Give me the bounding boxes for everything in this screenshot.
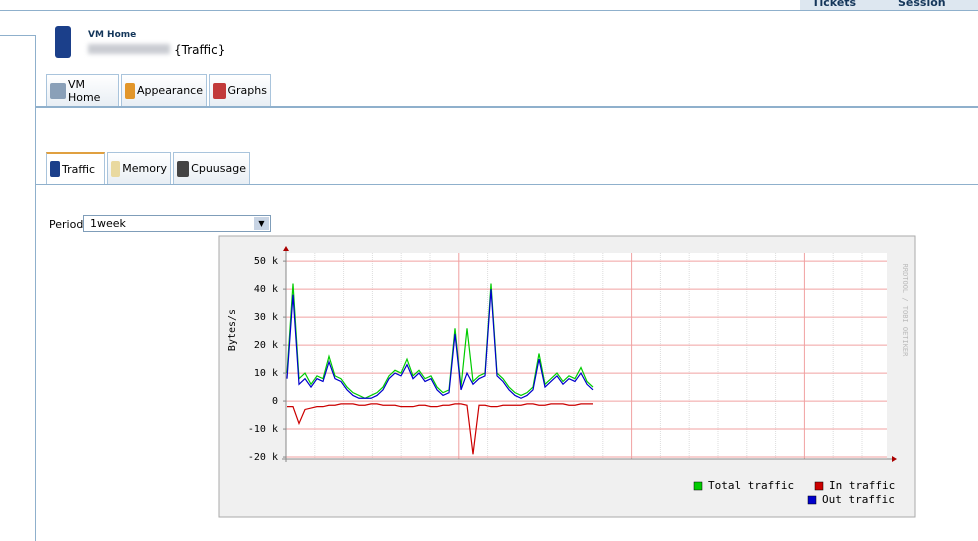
subtab[interactable]: Cpuusage — [173, 152, 250, 184]
tab-label: VM Home — [67, 77, 101, 104]
top-tab[interactable]: Tickets — [812, 0, 857, 9]
tab-label: Graphs — [227, 84, 267, 97]
blurred-name — [88, 44, 170, 54]
series-line — [286, 283, 594, 399]
tab-line — [35, 106, 978, 108]
y-tick-label: 40 k — [254, 284, 278, 295]
y-tick-label: 10 k — [254, 368, 278, 379]
select-arrow: ▼ — [254, 217, 269, 230]
tab[interactable]: VM Home — [46, 74, 119, 106]
y-tick-label: -10 k — [248, 424, 278, 435]
legend-label: Total traffic — [708, 479, 794, 492]
y-tick-label: 20 k — [254, 340, 278, 351]
subtab-label: Traffic — [62, 162, 96, 176]
x-axis-arrow — [892, 456, 897, 462]
tab[interactable]: Appearance — [121, 74, 207, 106]
legend-swatch — [814, 481, 824, 491]
y-tick-label: 50 k — [254, 256, 278, 267]
watermark: RRDTOOL / TOBI OETIKER — [901, 264, 909, 358]
tab[interactable]: Graphs — [209, 74, 271, 106]
period-value: 1week — [90, 217, 126, 230]
plot-area — [286, 253, 887, 459]
subtab-line — [35, 184, 978, 185]
y-tick-label: 30 k — [254, 312, 278, 323]
subtab-label: Cpuusage — [191, 162, 246, 175]
subtab-label: Memory — [122, 162, 167, 175]
side-line — [35, 35, 36, 541]
y-tick-label: -20 k — [248, 452, 278, 463]
y-tick-label: 0 — [272, 396, 278, 407]
series-line — [287, 403, 593, 455]
legend-label: Out traffic — [822, 493, 895, 506]
subtab[interactable]: Memory — [107, 152, 171, 184]
top-line — [0, 10, 978, 11]
subtab[interactable]: Traffic — [46, 152, 105, 184]
legend-label: In traffic — [829, 479, 895, 492]
left-line — [0, 35, 35, 36]
legend-swatch — [693, 481, 703, 491]
y-axis-label: Bytes/s — [227, 309, 238, 351]
y-axis-arrow — [283, 246, 289, 251]
tab-label: Appearance — [136, 84, 203, 97]
period-label: Period — [49, 218, 84, 231]
header-title: VM Home — [88, 30, 137, 40]
period-select[interactable]: 1week ▼ — [83, 215, 271, 232]
header-subtitle: {Traffic} — [174, 43, 226, 57]
legend-swatch — [807, 495, 817, 505]
top-tab[interactable]: Session — [898, 0, 946, 9]
header-icon — [55, 26, 71, 58]
series-line — [286, 289, 594, 399]
